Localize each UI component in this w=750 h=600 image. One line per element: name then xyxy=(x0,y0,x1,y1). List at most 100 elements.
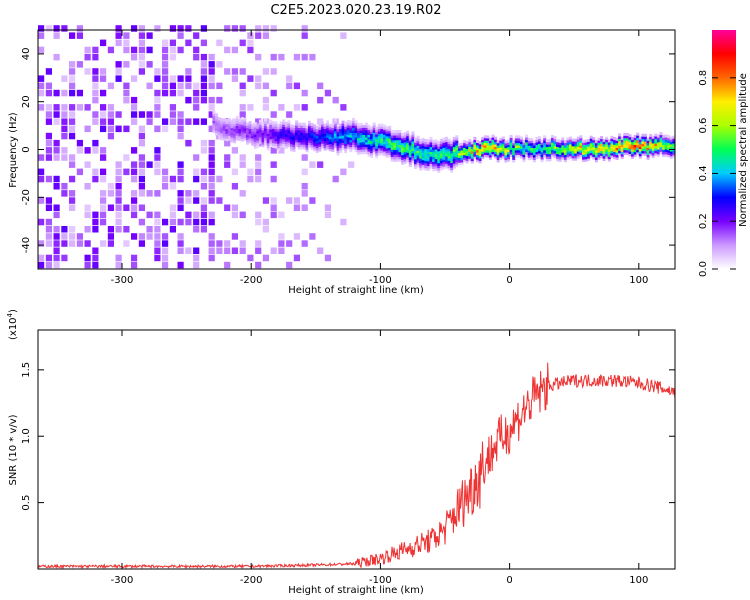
heatmap-cell xyxy=(225,123,229,127)
heatmap-cell xyxy=(432,158,436,162)
heatmap-cell xyxy=(349,127,353,131)
heatmap-cell xyxy=(92,118,99,125)
heatmap-cell xyxy=(426,158,430,162)
heatmap-cell xyxy=(383,131,386,135)
heatmap-cell xyxy=(138,154,145,161)
heatmap-cell xyxy=(251,135,255,139)
heatmap-cell xyxy=(419,167,423,171)
heatmap-cell xyxy=(233,133,237,137)
heatmap-cell xyxy=(641,148,645,152)
heatmap-cell xyxy=(348,161,355,168)
heatmap-cell xyxy=(266,138,270,141)
heatmap-cell xyxy=(522,144,526,148)
heatmap-cell xyxy=(519,143,523,147)
heatmap-cell xyxy=(538,143,541,147)
heatmap-cell xyxy=(292,134,296,138)
heatmap-cell xyxy=(450,169,454,173)
heatmap-cell xyxy=(100,240,107,247)
heatmap-cell xyxy=(403,151,407,155)
heatmap-cell xyxy=(217,131,221,135)
heatmap-cell xyxy=(313,148,317,152)
heatmap-cell xyxy=(416,150,420,154)
heatmap-cell xyxy=(215,125,218,129)
heatmap-cell xyxy=(411,148,415,152)
heatmap-cell xyxy=(395,139,399,143)
heatmap-cell xyxy=(212,122,216,126)
heatmap-cell xyxy=(115,111,122,118)
heatmap-cell xyxy=(476,149,479,153)
heatmap-cell xyxy=(76,147,83,154)
heatmap-cell xyxy=(246,132,249,136)
heatmap-cell xyxy=(367,141,371,145)
heatmap-cell xyxy=(185,75,192,82)
heatmap-cell xyxy=(224,154,231,161)
heatmap-cell xyxy=(377,133,381,137)
heatmap-cell xyxy=(185,139,192,147)
heatmap-cell xyxy=(230,129,234,133)
heatmap-cell xyxy=(463,152,467,156)
heatmap-cell xyxy=(470,160,474,164)
heatmap-cell xyxy=(548,158,552,162)
heatmap-cell xyxy=(344,143,348,147)
heatmap-cell xyxy=(540,142,544,146)
heatmap-cell xyxy=(84,53,91,61)
heatmap-cell xyxy=(367,151,371,154)
heatmap-cell xyxy=(177,247,184,254)
heatmap-cell xyxy=(463,159,467,163)
heatmap-cell xyxy=(618,147,622,151)
heatmap-cell xyxy=(292,139,296,143)
heatmap-cell xyxy=(383,126,386,130)
heatmap-cell xyxy=(115,61,122,68)
heatmap-cell xyxy=(470,148,474,152)
heatmap-cell xyxy=(162,247,169,254)
heatmap-cell xyxy=(235,120,239,124)
heatmap-cell xyxy=(256,123,260,127)
heatmap-cell xyxy=(507,151,510,155)
heatmap-cell xyxy=(131,75,138,82)
heatmap-cell xyxy=(421,152,425,156)
heatmap-cell xyxy=(287,144,291,148)
heatmap-cell xyxy=(403,158,407,162)
heatmap-cell xyxy=(220,118,224,122)
heatmap-cell xyxy=(473,148,477,152)
heatmap-cell xyxy=(530,140,534,144)
heatmap-cell xyxy=(556,146,560,150)
heatmap-cell xyxy=(481,148,485,152)
heatmap-cell xyxy=(437,153,441,157)
heatmap-cell xyxy=(69,32,76,39)
heatmap-cell xyxy=(332,175,339,183)
heatmap-cell xyxy=(354,149,358,153)
heatmap-cell xyxy=(262,226,269,233)
heatmap-cell xyxy=(107,183,114,190)
heatmap-cell xyxy=(230,127,234,131)
heatmap-cell xyxy=(301,25,308,32)
heatmap-cell xyxy=(318,148,322,152)
heatmap-cell xyxy=(553,145,557,149)
heatmap-cell xyxy=(224,247,231,254)
heatmap-cell xyxy=(633,154,637,157)
heatmap-cell xyxy=(352,134,355,138)
heatmap-cell xyxy=(264,118,268,122)
heatmap-cell xyxy=(45,89,52,97)
heatmap-cell xyxy=(323,140,327,144)
heatmap-cell xyxy=(336,147,340,151)
heatmap-cell xyxy=(584,158,588,162)
heatmap-cell xyxy=(587,143,591,147)
heatmap-cell xyxy=(377,135,381,139)
heatmap-cell xyxy=(323,123,327,127)
heatmap-cell xyxy=(336,133,340,137)
heatmap-cell xyxy=(193,89,200,97)
heatmap-cell xyxy=(478,143,482,147)
heatmap-cell xyxy=(393,151,397,155)
heatmap-cell xyxy=(610,145,614,149)
heatmap-cell xyxy=(208,111,215,118)
heatmap-cell xyxy=(169,104,176,111)
heatmap-cell xyxy=(646,142,650,146)
heatmap-cell xyxy=(527,154,531,158)
heatmap-cell xyxy=(636,139,640,143)
heatmap-cell xyxy=(579,154,583,158)
heatmap-cell xyxy=(380,152,384,156)
heatmap-cell xyxy=(576,141,580,145)
heatmap-cell xyxy=(437,162,441,166)
heatmap-cell xyxy=(230,122,234,126)
